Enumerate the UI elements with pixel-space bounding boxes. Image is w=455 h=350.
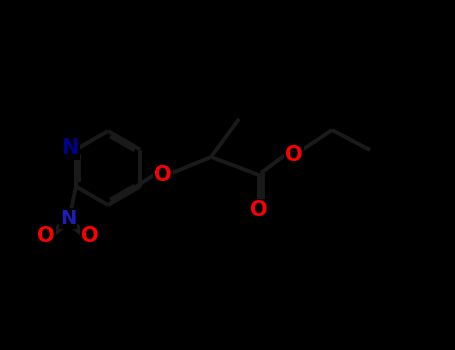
- Text: O: O: [154, 165, 172, 185]
- Text: O: O: [37, 226, 55, 246]
- Text: O: O: [285, 145, 303, 165]
- Text: N: N: [60, 209, 76, 228]
- Text: N: N: [61, 139, 79, 159]
- Text: O: O: [81, 226, 99, 246]
- Text: O: O: [250, 200, 268, 220]
